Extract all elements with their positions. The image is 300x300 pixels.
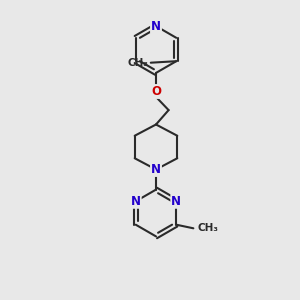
Text: N: N <box>171 195 181 208</box>
Text: CH₃: CH₃ <box>198 223 219 233</box>
Text: N: N <box>131 195 141 208</box>
Text: CH₃: CH₃ <box>128 58 148 68</box>
Text: N: N <box>151 20 161 33</box>
Text: O: O <box>151 85 161 98</box>
Text: N: N <box>151 163 161 176</box>
